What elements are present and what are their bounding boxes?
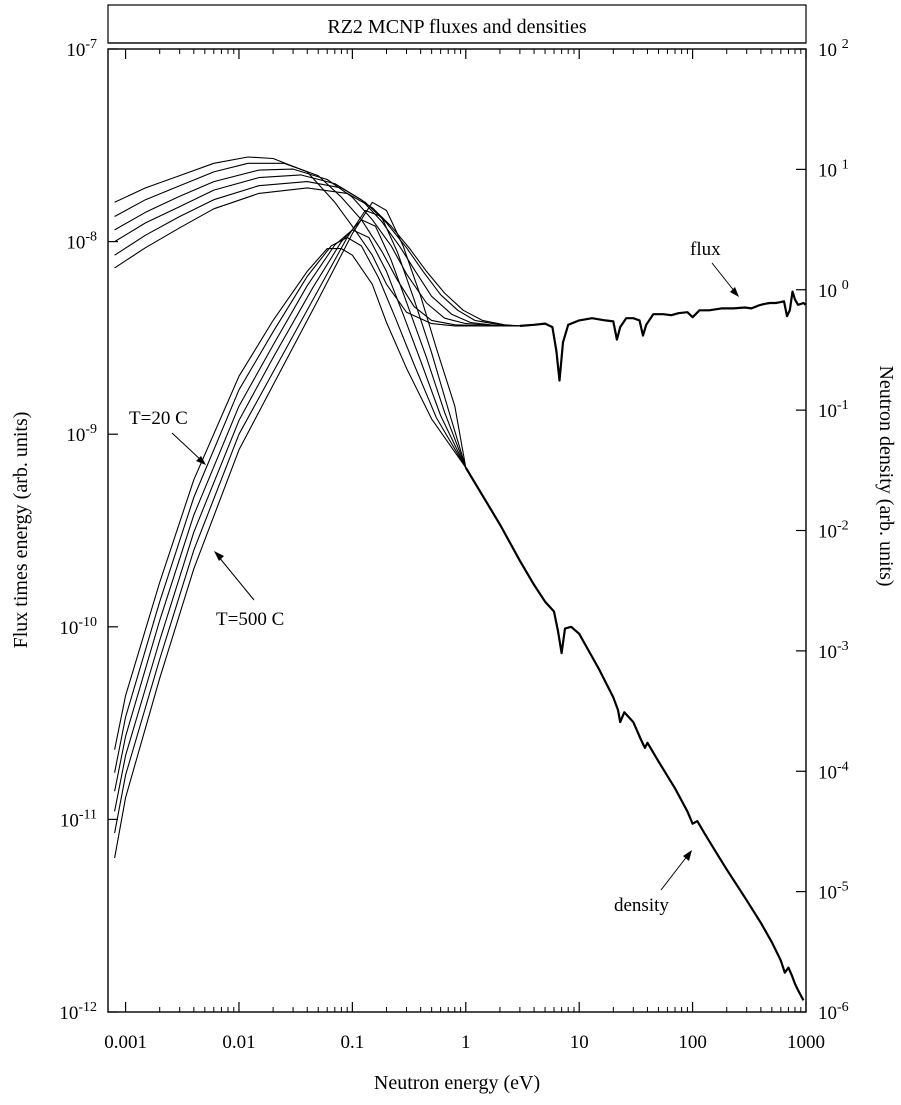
arrowhead-t-high — [214, 551, 224, 561]
y-left-tick-label: 10-12 — [59, 1000, 97, 1024]
x-tick-label: 0.1 — [341, 1032, 365, 1053]
y-right-tick-label: 10-6 — [818, 1000, 849, 1024]
y-right-tick-label: 10 2 — [818, 37, 849, 61]
density-curve-common — [464, 467, 805, 1001]
y-right-tick-label: 10-5 — [818, 880, 849, 904]
density-curve-1 — [114, 248, 467, 750]
annotation-t-low: T=20 C — [129, 408, 188, 429]
arrow-t-high — [217, 555, 255, 601]
plot-frame — [107, 48, 807, 1013]
y-right-tick-label: 10-1 — [818, 398, 849, 422]
density-curve-3 — [114, 229, 467, 792]
x-tick-label: 1 — [461, 1032, 471, 1053]
y-axis-right-title: Neutron density (arb. units) — [875, 365, 897, 586]
x-tick-label: 0.001 — [104, 1032, 147, 1053]
flux-curve-3 — [114, 168, 520, 327]
density-curve-5 — [114, 209, 467, 834]
flux-curve-4 — [114, 174, 520, 327]
arrow-density — [660, 854, 689, 891]
arrowhead-density — [683, 850, 692, 861]
annotation-flux: flux — [690, 239, 721, 260]
y-right-tick-label: 10-2 — [818, 519, 849, 543]
x-axis-title: Neutron energy (eV) — [374, 1072, 540, 1094]
y-axis-left: 10-12 10-11 10-10 10-9 10-8 10-7 — [59, 37, 118, 1024]
series-layer — [114, 156, 807, 1001]
flux-curve-2 — [114, 162, 520, 327]
annotation-t-high: T=500 C — [216, 609, 284, 630]
y-right-tick-label: 10-3 — [818, 639, 849, 663]
arrowhead-t-low — [196, 456, 206, 465]
flux-curve-common — [519, 290, 807, 382]
y-left-tick-label: 10-7 — [66, 37, 97, 61]
y-right-tick-label: 10 0 — [818, 278, 849, 302]
density-curve-4 — [114, 219, 467, 812]
arrow-t-low — [171, 432, 203, 462]
x-tick-label: 100 — [678, 1032, 707, 1053]
annotations: T=20 C T=500 C flux density — [129, 239, 739, 916]
x-axis: 0.001 0.01 0.1 1 10 100 1000 — [104, 49, 825, 1053]
y-right-tick-label: 10 1 — [818, 157, 849, 181]
density-curve-2 — [114, 236, 467, 773]
density-curve-6 — [114, 201, 467, 859]
y-left-tick-label: 10-10 — [59, 615, 97, 639]
annotation-density: density — [614, 895, 669, 916]
chart-title: RZ2 MCNP fluxes and densities — [327, 16, 586, 38]
arrowhead-flux — [730, 287, 739, 297]
x-tick-label: 10 — [570, 1032, 589, 1053]
x-tick-label: 0.01 — [222, 1032, 255, 1053]
title-box: RZ2 MCNP fluxes and densities — [107, 4, 807, 44]
y-left-tick-label: 10-9 — [66, 422, 97, 446]
flux-curve-1 — [114, 156, 520, 327]
y-left-tick-label: 10-11 — [60, 807, 97, 831]
y-axis-right: 10-6 10-5 10-4 10-3 10-2 10-1 10 0 10 1 10 2 — [796, 37, 849, 1024]
y-left-tick-label: 10-8 — [66, 230, 97, 254]
flux-curve-5 — [114, 181, 520, 327]
y-axis-left-title: Flux times energy (arb. units) — [10, 412, 32, 649]
x-tick-label: 1000 — [787, 1032, 825, 1053]
arrow-flux — [711, 262, 736, 293]
y-right-tick-label: 10-4 — [818, 759, 849, 783]
